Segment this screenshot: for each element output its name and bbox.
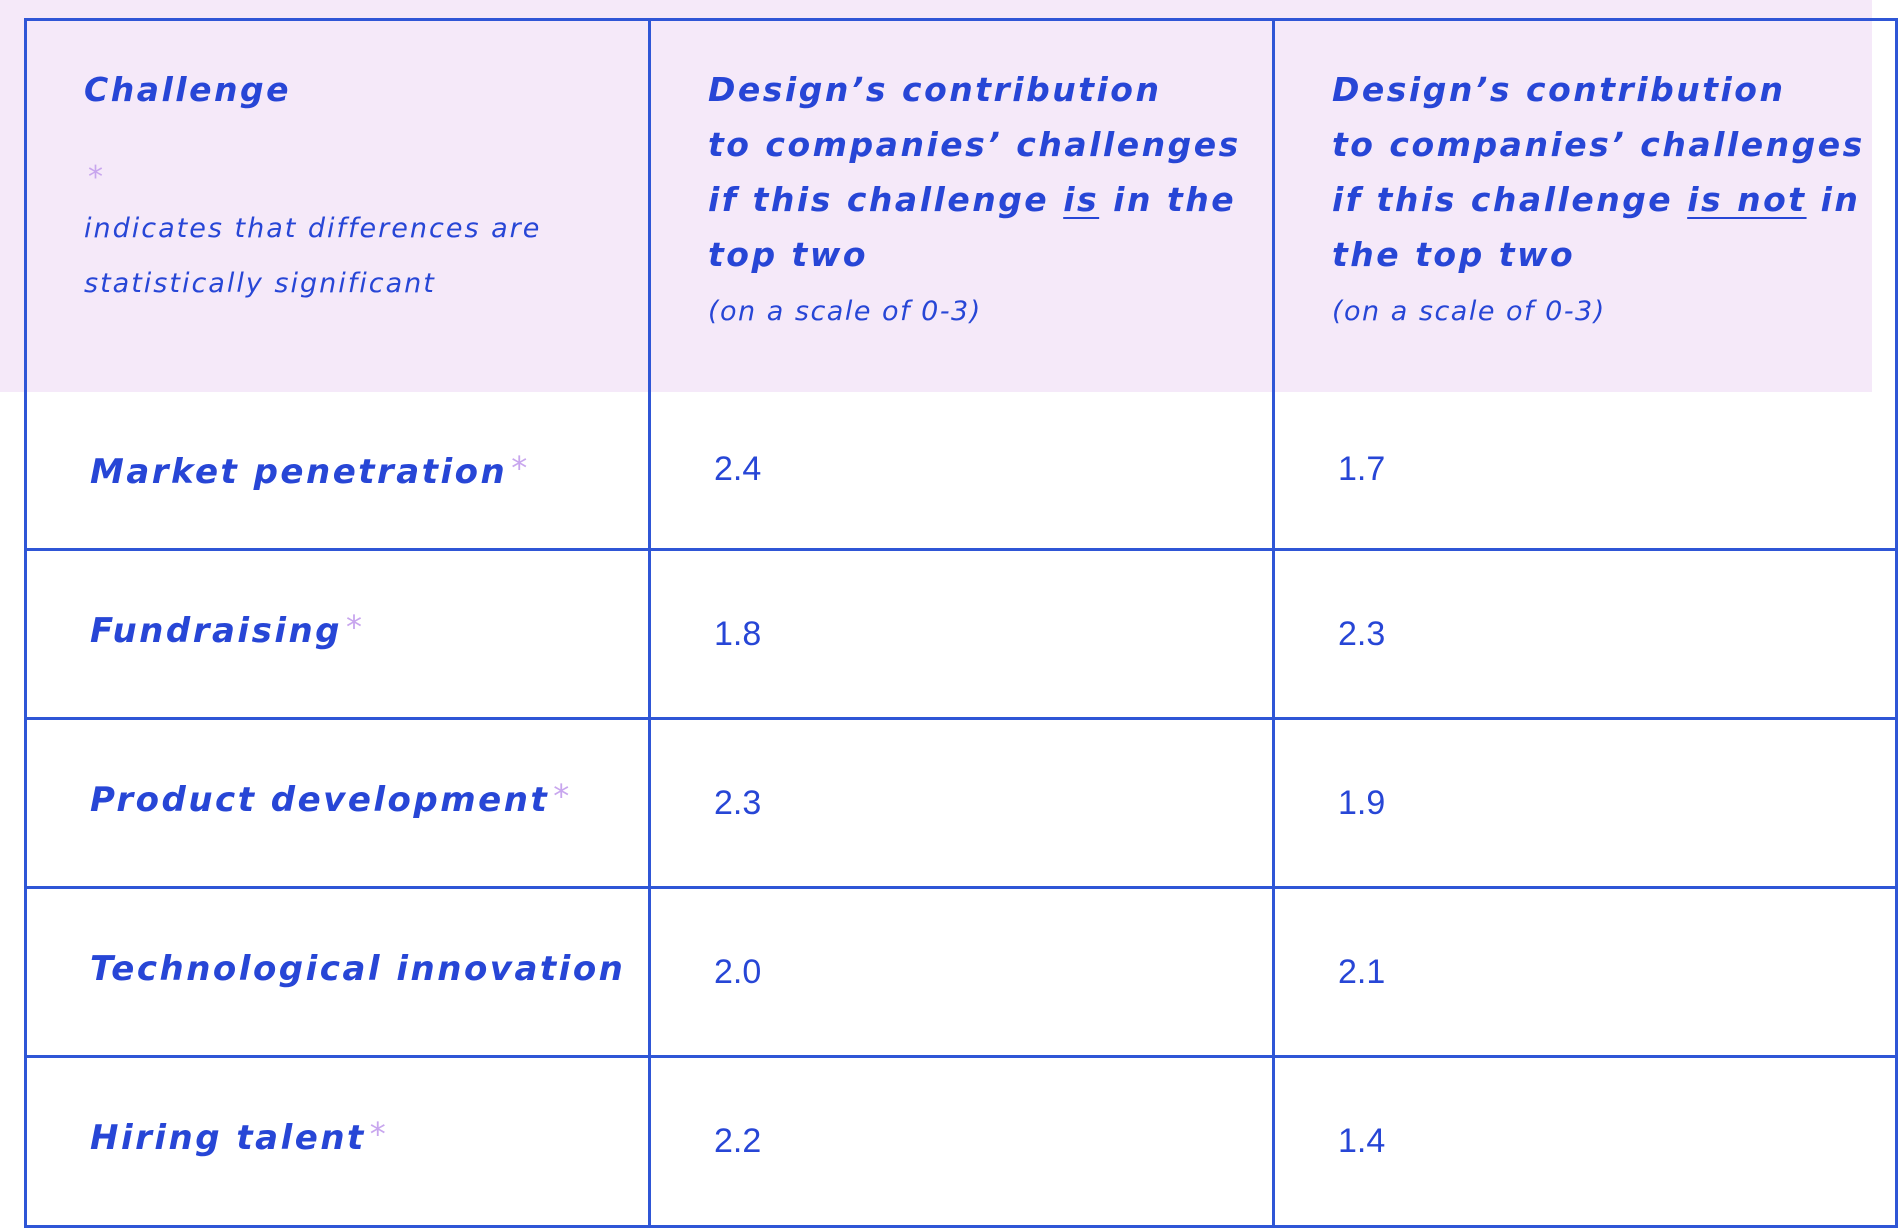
header-title-line: the top two	[1332, 235, 1576, 274]
table-border-right	[1895, 18, 1898, 1228]
header-title-emphasis: is	[1063, 180, 1100, 219]
value-in-top-two: 1.8	[714, 615, 762, 653]
header-title-line: if this challenge is in the	[708, 172, 1268, 227]
header-title: Design’s contribution to companies’ chal…	[1332, 62, 1892, 282]
value-in-top-two: 2.2	[714, 1122, 762, 1160]
challenge-name: Fundraising	[90, 611, 343, 651]
significance-note: indicates that differences are statistic…	[84, 201, 624, 311]
value-not-in-top-two: 2.3	[1338, 615, 1386, 653]
data-table: Challenge * indicates that differences a…	[24, 18, 1898, 1228]
header-in-top-two: Design’s contribution to companies’ chal…	[708, 62, 1268, 327]
significance-marker: *	[511, 449, 530, 487]
row-divider	[24, 548, 1898, 551]
value-not-in-top-two: 1.4	[1338, 1122, 1386, 1160]
column-divider	[1272, 18, 1275, 1228]
table-border-top	[24, 18, 1898, 21]
header-title-line: Design’s contribution	[1332, 70, 1786, 109]
note-line: statistically significant	[84, 268, 436, 299]
value-in-top-two: 2.0	[714, 953, 762, 991]
table-border-left	[24, 18, 27, 1228]
value-not-in-top-two: 1.9	[1338, 784, 1386, 822]
row-label: Market penetration *	[90, 449, 530, 492]
table-border-bottom	[24, 1225, 1898, 1228]
header-challenge: Challenge * indicates that differences a…	[84, 62, 624, 311]
row-label: Product development *	[90, 777, 572, 820]
value-in-top-two: 2.4	[714, 450, 762, 488]
header-title-part: in	[1806, 180, 1861, 219]
header-title-line: if this challenge is not in	[1332, 172, 1892, 227]
header-title-line: to companies’ challenges	[708, 125, 1241, 164]
significance-marker: *	[369, 1115, 389, 1153]
challenge-name: Technological innovation	[90, 949, 626, 989]
row-divider	[24, 1055, 1898, 1058]
row-label: Technological innovation	[90, 949, 625, 989]
row-divider	[24, 886, 1898, 889]
header-title-line: Design’s contribution	[708, 70, 1162, 109]
header-title-emphasis: is not	[1687, 180, 1807, 219]
header-not-in-top-two: Design’s contribution to companies’ chal…	[1332, 62, 1892, 327]
header-title-part: if this challenge	[1332, 180, 1688, 219]
note-line: indicates that differences are	[84, 213, 542, 244]
value-in-top-two: 2.3	[714, 784, 762, 822]
header-title: Design’s contribution to companies’ chal…	[708, 62, 1268, 282]
value-not-in-top-two: 1.7	[1338, 450, 1386, 488]
significance-marker: *	[346, 608, 365, 646]
row-divider	[24, 717, 1898, 720]
header-title-line: to companies’ challenges	[1332, 125, 1865, 164]
row-label: Fundraising *	[90, 608, 365, 651]
header-title: Challenge	[84, 70, 291, 109]
column-divider	[648, 18, 651, 1228]
scale-note: (on a scale of 0-3)	[708, 296, 982, 327]
significance-marker: *	[553, 777, 572, 815]
row-label: Hiring talent *	[90, 1115, 389, 1158]
header-background	[0, 0, 1872, 392]
header-title-part: if this challenge	[708, 180, 1064, 219]
scale-note: (on a scale of 0-3)	[1332, 296, 1606, 327]
challenge-name: Hiring talent	[90, 1118, 366, 1158]
header-title-part: in the	[1099, 180, 1237, 219]
significance-note-marker: *	[88, 160, 103, 195]
challenge-name: Product development	[90, 780, 550, 820]
header-title-line: top two	[708, 235, 868, 274]
challenge-name: Market penetration	[90, 452, 508, 492]
value-not-in-top-two: 2.1	[1338, 953, 1386, 991]
